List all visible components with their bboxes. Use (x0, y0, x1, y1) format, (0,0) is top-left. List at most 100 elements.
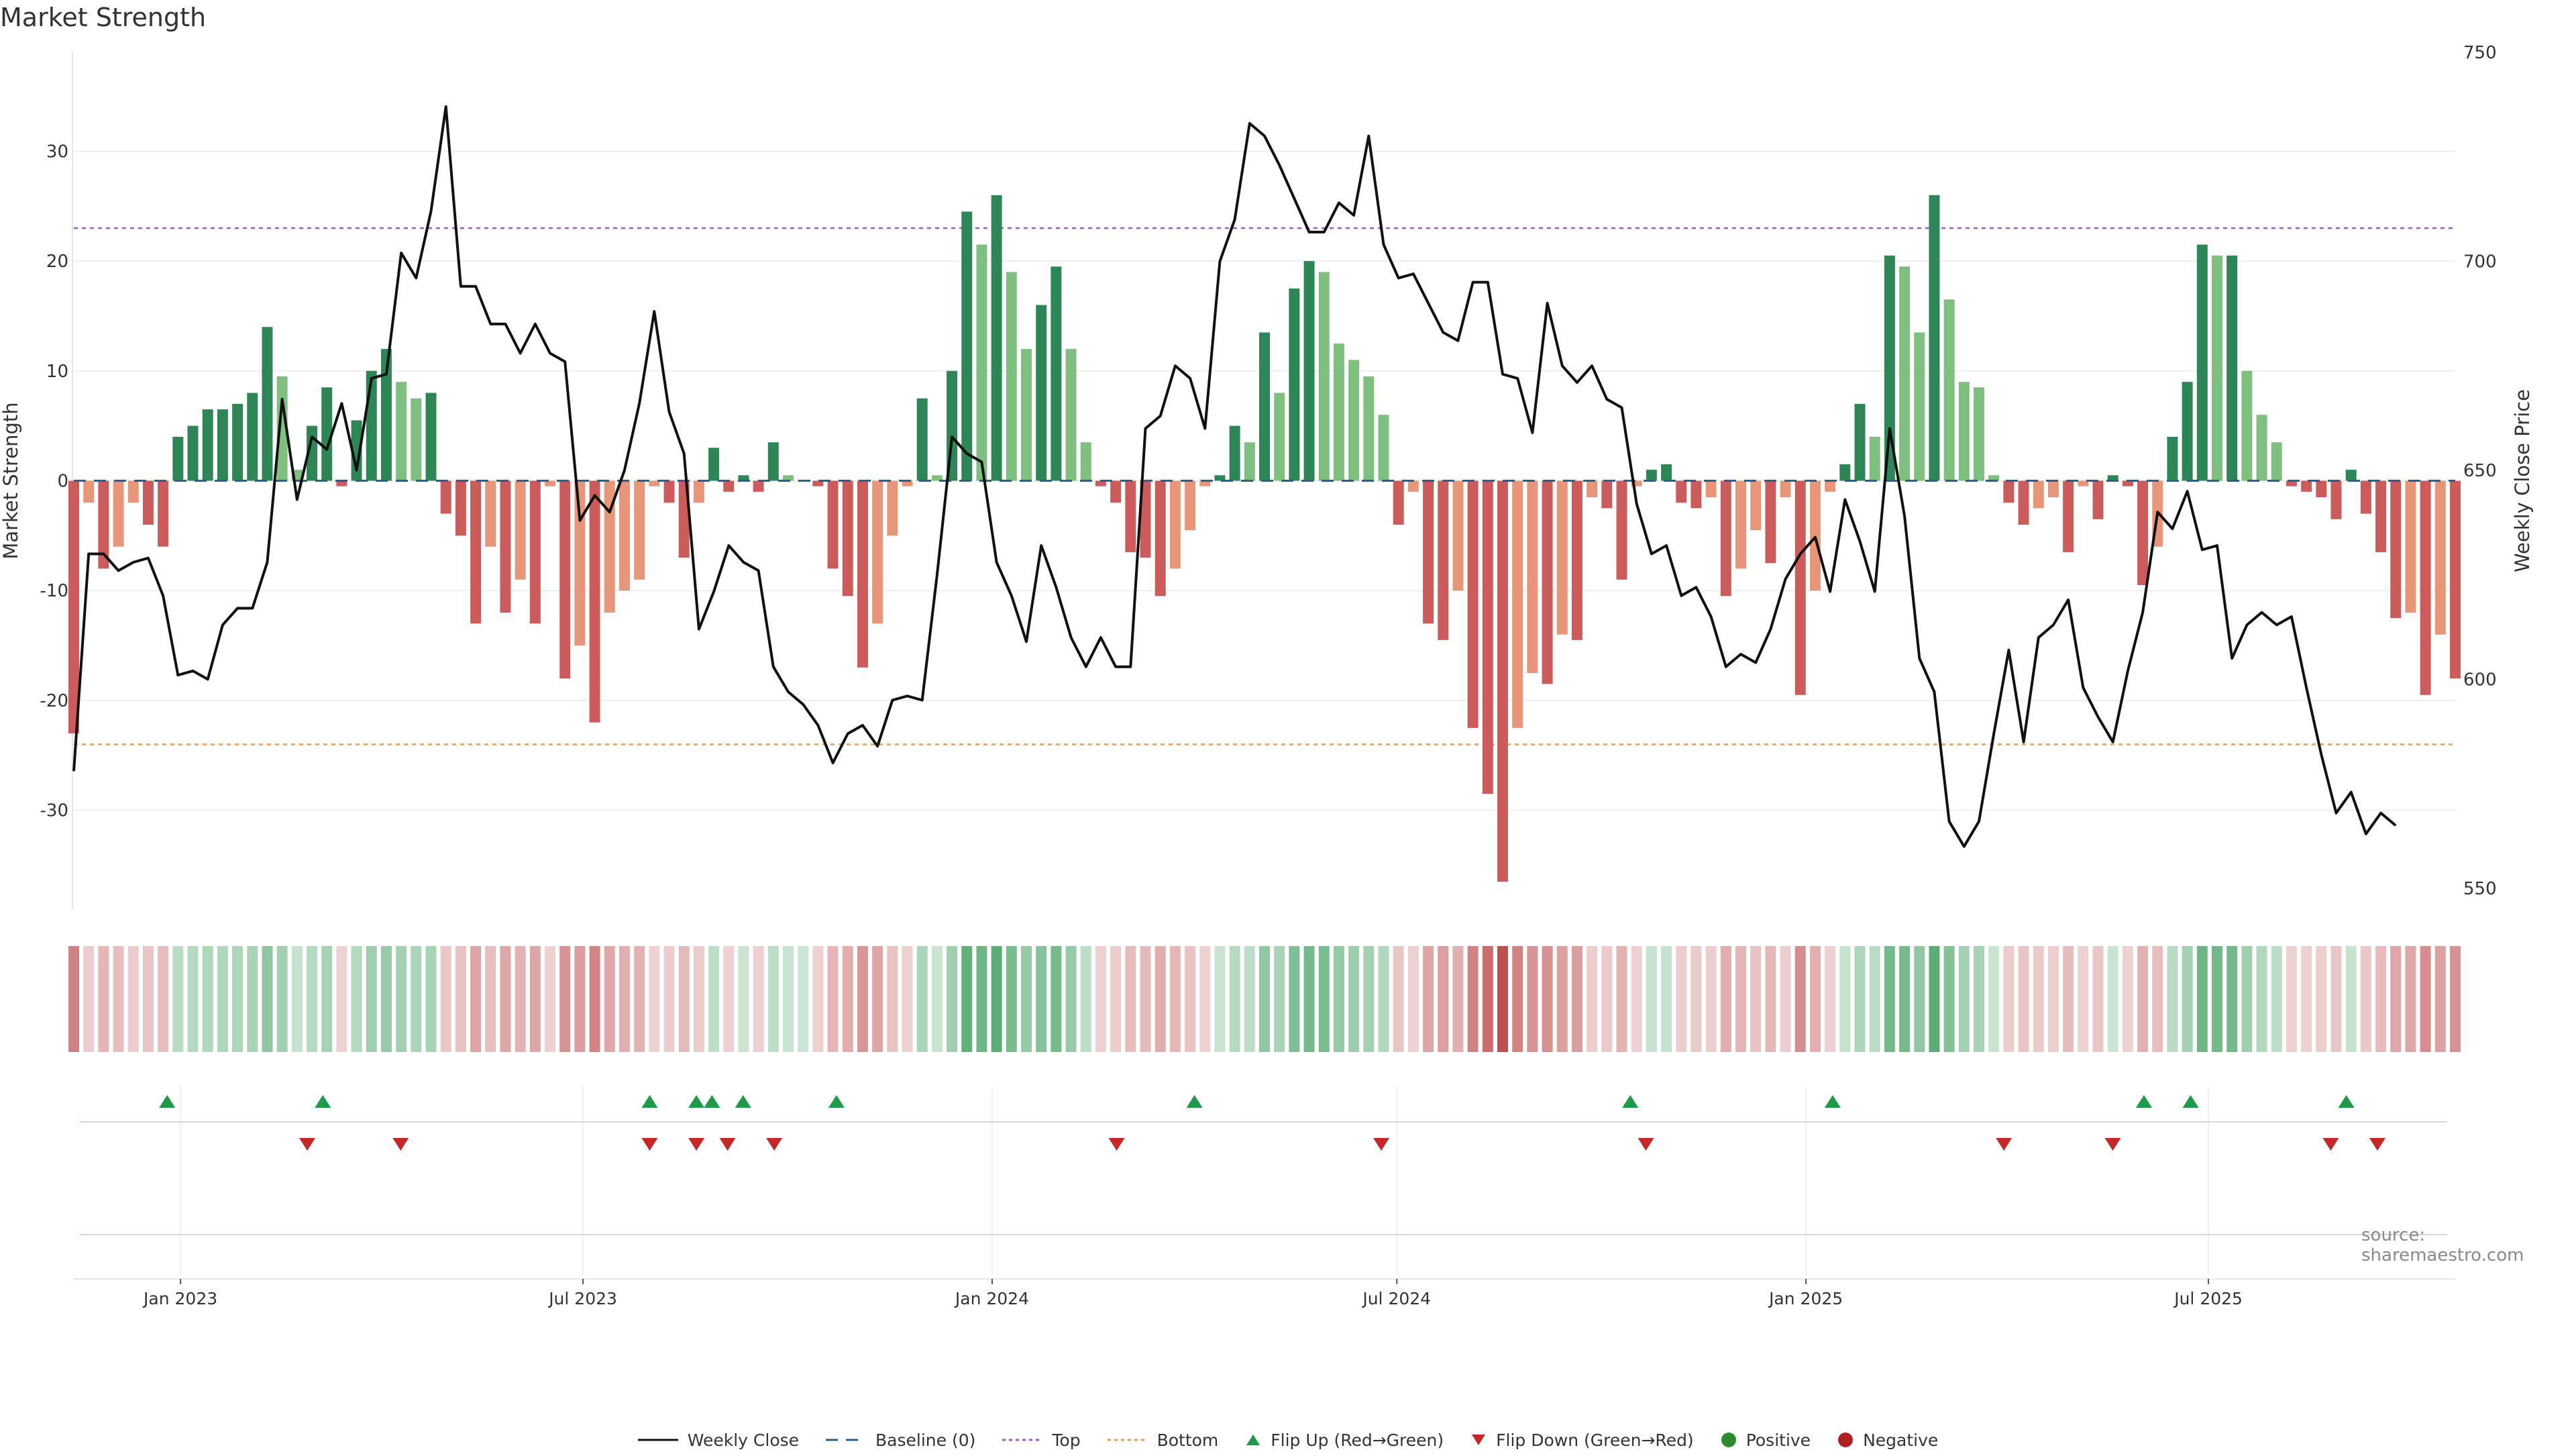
heat-cell (2316, 946, 2327, 1052)
flip-up-marker (1824, 1095, 1841, 1108)
heat-cell (1125, 946, 1136, 1052)
strength-bar (2018, 480, 2029, 525)
strength-bar (217, 409, 228, 481)
legend-negative: Negative (1837, 1431, 1938, 1450)
x-tick-label: Jul 2024 (1361, 1289, 1431, 1308)
heat-cell (1333, 946, 1344, 1052)
flip-up-marker (641, 1095, 658, 1108)
line-swatch-icon (637, 1439, 678, 1441)
strength-bar (127, 480, 139, 503)
source-note: source: sharemaestro.com (2361, 1225, 2524, 1265)
heat-cell (1065, 946, 1077, 1052)
legend-label: Weekly Close (687, 1430, 800, 1450)
heat-cell (1110, 946, 1122, 1052)
heat-cell (127, 946, 139, 1052)
heat-cell (2063, 946, 2074, 1052)
heat-cell (2420, 946, 2431, 1052)
strength-bar (1333, 343, 1344, 481)
heat-cell (753, 946, 764, 1052)
heat-cell (2271, 946, 2282, 1052)
heat-cell (1318, 946, 1330, 1052)
heat-cell (2167, 946, 2178, 1052)
flip-up-marker (828, 1095, 845, 1108)
heat-cell (2226, 946, 2238, 1052)
heat-cell (396, 946, 407, 1052)
heat-cell (2360, 946, 2371, 1052)
heat-cell (931, 946, 943, 1052)
heat-cell (2256, 946, 2267, 1052)
strength-bar (1690, 480, 1702, 509)
strength-bar (1988, 475, 2000, 481)
heat-cell (708, 946, 720, 1052)
strength-bar (738, 475, 749, 481)
heat-cell (1140, 946, 1151, 1052)
strength-bar (172, 437, 184, 481)
heat-cell (500, 946, 511, 1052)
strength-bar (2122, 480, 2133, 486)
strength-bar (1661, 464, 1672, 481)
heat-cell (947, 946, 958, 1052)
strength-bar (1229, 425, 1240, 481)
strength-bar (1839, 464, 1851, 481)
heat-cell (68, 946, 79, 1052)
flip-up-marker (2182, 1095, 2199, 1108)
strength-bar (1348, 360, 1360, 481)
strength-bar (425, 393, 437, 481)
y-axis-label: Market Strength (0, 402, 22, 559)
x-tick-label: Jul 2025 (2173, 1289, 2243, 1308)
strength-bar (619, 480, 630, 591)
legend-label: Negative (1863, 1430, 1939, 1450)
heat-cell (1006, 946, 1017, 1052)
strength-bar (440, 480, 451, 514)
triangle-up-icon (1246, 1435, 1260, 1445)
heat-cell (307, 946, 317, 1052)
y-tick-label: 0 (57, 472, 68, 492)
heat-cell (798, 946, 809, 1052)
strength-bar (1006, 272, 1017, 481)
legend-label: Bottom (1157, 1430, 1219, 1450)
heat-cell (827, 946, 839, 1052)
strength-bar (2212, 255, 2222, 481)
heat-cell (1348, 946, 1360, 1052)
legend-weekly-close: Weekly Close (637, 1430, 800, 1450)
heat-cell (515, 946, 526, 1052)
heat-cell (2137, 946, 2149, 1052)
strength-bar (321, 387, 333, 481)
y-tick-label: 20 (46, 252, 68, 272)
dashed-line-swatch-icon (826, 1439, 867, 1441)
y2-tick-label: 700 (2463, 252, 2497, 272)
strength-bar (1274, 393, 1285, 481)
strength-bar (202, 409, 213, 481)
strength-bar (1110, 480, 1122, 503)
strength-bar (1080, 442, 1091, 481)
strength-bar (2182, 382, 2193, 481)
heat-cell (172, 946, 184, 1052)
strength-bar (574, 480, 586, 646)
strength-bar (2405, 480, 2416, 613)
heat-cell (232, 946, 244, 1052)
circle-icon (1838, 1433, 1854, 1447)
heat-cell (351, 946, 362, 1052)
heat-cell (1051, 946, 1062, 1052)
flip-down-marker (719, 1138, 736, 1151)
heat-cell (1587, 946, 1598, 1052)
strength-bar (2226, 255, 2238, 481)
strength-bar (1036, 305, 1047, 481)
heat-cell (470, 946, 482, 1052)
strength-bar (1125, 480, 1136, 552)
heat-cell (991, 946, 1002, 1052)
heat-cell (276, 946, 288, 1052)
strength-bar (2137, 480, 2149, 586)
strength-bar (1809, 480, 1821, 591)
heat-cell (2196, 946, 2208, 1052)
strength-bar (1735, 480, 1746, 569)
heat-cell (2107, 946, 2118, 1052)
dotted-line-swatch-icon (1107, 1439, 1148, 1441)
heat-cell (1705, 946, 1717, 1052)
heat-cell (1884, 946, 1895, 1052)
heat-cell (1259, 946, 1270, 1052)
heat-cell (723, 946, 735, 1052)
flip-up-marker (1622, 1095, 1639, 1108)
heat-cell (634, 946, 645, 1052)
heat-cell (887, 946, 898, 1052)
